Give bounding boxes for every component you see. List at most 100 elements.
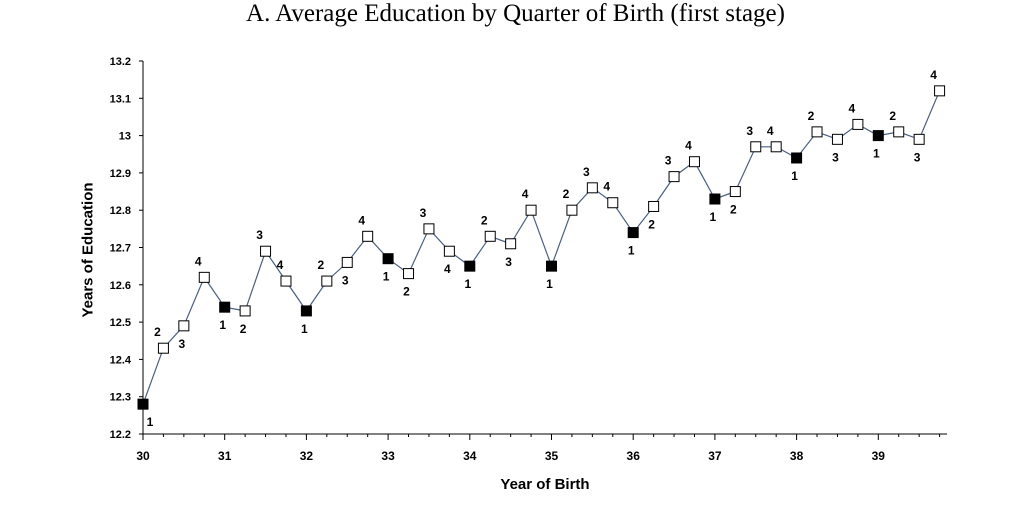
quarter-label: 2	[889, 109, 896, 123]
quarter-label: 4	[358, 213, 365, 227]
quarter-label: 4	[444, 262, 451, 276]
y-tick-label: 12.8	[110, 205, 131, 217]
data-point-open	[934, 85, 946, 97]
data-point-open	[750, 141, 762, 153]
data-point-open	[648, 200, 660, 212]
y-tick-label: 12.2	[110, 429, 131, 441]
data-point-filled	[627, 227, 639, 239]
quarter-label: 1	[546, 277, 553, 291]
data-point-filled	[546, 260, 557, 272]
x-tick-label: 34	[463, 449, 477, 463]
y-tick-label: 12.7	[110, 243, 131, 255]
quarter-label: 2	[154, 325, 161, 339]
series-line	[142, 90, 941, 405]
data-point-open	[505, 238, 517, 250]
quarter-label: 4	[277, 258, 284, 272]
data-point-open	[607, 197, 619, 209]
quarter-label: 1	[219, 318, 226, 332]
x-tick-label: 39	[872, 449, 886, 463]
x-tick-label: 33	[381, 449, 395, 463]
data-point-open	[341, 256, 353, 268]
quarter-label: 1	[628, 244, 635, 258]
x-axis-title: Year of Birth	[500, 476, 590, 493]
x-tick-label: 38	[790, 449, 804, 463]
quarter-label: 3	[746, 124, 753, 138]
data-point-filled	[709, 193, 721, 205]
data-point-open	[198, 271, 210, 283]
quarter-label: 2	[808, 109, 815, 123]
quarter-label: 3	[583, 165, 590, 179]
quarter-label: 1	[873, 147, 880, 161]
data-point-open	[403, 268, 415, 280]
quarter-label: 3	[665, 154, 672, 168]
data-point-open	[321, 275, 333, 287]
x-tick-label: 35	[545, 449, 559, 463]
data-point-open	[893, 126, 905, 138]
data-point-open	[260, 245, 272, 257]
data-point-open	[852, 118, 864, 130]
quarter-label: 2	[648, 217, 655, 231]
data-point-filled	[219, 301, 231, 313]
quarter-label: 3	[342, 273, 349, 287]
data-point-open	[566, 204, 578, 216]
data-point-open	[362, 230, 374, 242]
quarter-label: 1	[147, 415, 154, 429]
x-tick-label: 30	[136, 449, 150, 463]
quarter-label: 2	[730, 203, 737, 217]
data-point-open	[811, 126, 823, 138]
x-tick-label: 32	[300, 449, 314, 463]
data-point-open	[525, 204, 537, 216]
y-tick-label: 13	[119, 131, 131, 143]
y-tick-label: 13.1	[110, 93, 131, 105]
y-tick-label: 12.5	[110, 317, 131, 329]
quarter-label: 1	[464, 277, 471, 291]
data-point-open	[729, 186, 741, 198]
data-point-open	[831, 133, 843, 145]
quarter-label: 3	[256, 228, 263, 242]
quarter-label: 1	[383, 270, 390, 284]
y-tick-label: 12.6	[110, 280, 131, 292]
quarter-label: 4	[849, 101, 856, 115]
quarter-label: 4	[603, 180, 610, 194]
quarter-label: 4	[930, 68, 937, 82]
y-tick-label: 12.3	[110, 392, 131, 404]
data-point-open	[668, 171, 680, 183]
quarter-label: 3	[914, 150, 921, 164]
quarter-label: 2	[563, 187, 570, 201]
data-point-open	[239, 305, 251, 317]
quarter-label: 2	[403, 285, 410, 299]
quarter-label: 3	[505, 255, 512, 269]
quarter-label: 2	[240, 322, 247, 336]
y-tick-label: 13.2	[110, 56, 131, 68]
data-point-open	[770, 141, 782, 153]
x-tick-label: 37	[708, 449, 722, 463]
data-point-open	[586, 182, 598, 194]
data-point-open	[178, 320, 190, 332]
quarter-label: 2	[481, 213, 488, 227]
quarter-label: 1	[791, 169, 798, 183]
quarter-label: 4	[767, 124, 774, 138]
quarter-label: 4	[195, 254, 202, 268]
quarter-label: 4	[685, 139, 692, 153]
data-point-filled	[872, 130, 884, 142]
chart-title: A. Average Education by Quarter of Birth…	[246, 0, 785, 27]
data-point-filled	[791, 152, 803, 164]
data-point-open	[913, 133, 925, 145]
quarter-label: 1	[710, 210, 717, 224]
quarter-label: 3	[179, 337, 186, 351]
quarter-label: 3	[420, 206, 427, 220]
data-point-open	[280, 275, 292, 287]
x-tick-label: 36	[627, 449, 641, 463]
y-tick-label: 12.4	[110, 354, 132, 366]
quarter-label: 2	[317, 258, 324, 272]
data-point-filled	[137, 398, 149, 410]
quarter-label: 1	[301, 322, 308, 336]
data-point-open	[484, 230, 496, 242]
data-point-filled	[464, 260, 476, 272]
data-point-open	[157, 342, 169, 354]
data-point-filled	[382, 253, 394, 265]
quarter-label: 3	[832, 150, 839, 164]
data-point-open	[443, 245, 455, 257]
data-point-open	[688, 156, 700, 168]
